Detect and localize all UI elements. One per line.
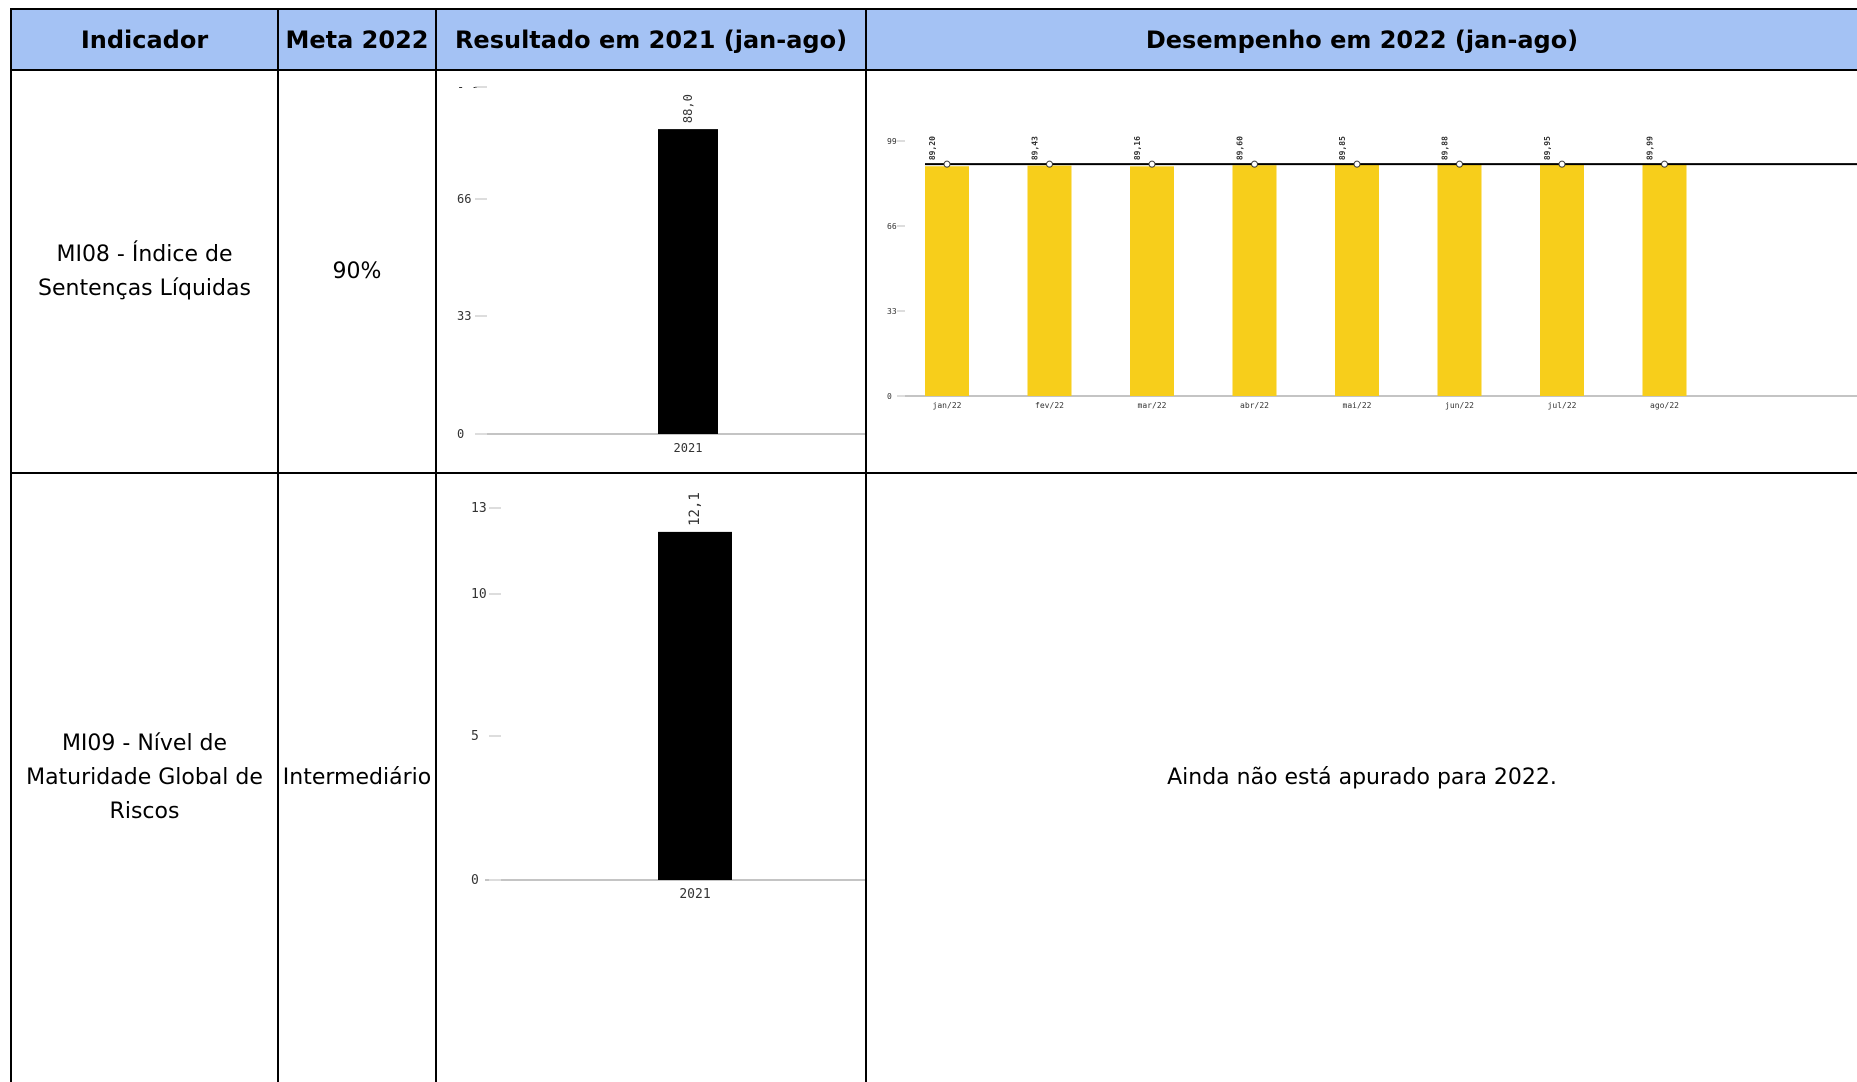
- y-tick-label: - -: [457, 80, 479, 94]
- indicator-line: Riscos: [109, 799, 180, 824]
- y-tick-label: 33: [457, 309, 471, 323]
- header-resultado-2021: Resultado em 2021 (jan-ago): [437, 10, 865, 70]
- row-divider: [10, 472, 1857, 474]
- target-point: [943, 160, 951, 168]
- y-tick-label: 0: [887, 392, 892, 401]
- data-label: 89,43: [1031, 136, 1040, 160]
- y-tick-label: 10: [471, 587, 487, 602]
- y-tick-label: 5: [471, 729, 479, 744]
- indicator-line: Maturidade Global de: [26, 765, 263, 790]
- meta-mi09: Intermediário: [282, 765, 432, 790]
- chart-mi08-2021: 0 33 66 - - 88,0 2021: [457, 80, 865, 455]
- y-tick-label: 99: [887, 137, 897, 146]
- x-tick-label: mai/22: [1343, 401, 1372, 410]
- x-tick-label: mar/22: [1138, 401, 1167, 410]
- bar: [925, 166, 969, 396]
- header-indicador: Indicador: [12, 10, 277, 70]
- data-label: 89,85: [1338, 136, 1347, 160]
- header-desempenho-2022: Desempenho em 2022 (jan-ago): [867, 10, 1857, 70]
- table-left-border: [10, 8, 12, 1082]
- data-label: 89,95: [1543, 136, 1552, 160]
- x-tick-label: jun/22: [1445, 401, 1474, 410]
- chart-mi08-2022: 0 33 66 99 jan/22 fev/22 mar/22 abr/22 mai/22 jun…: [887, 136, 1857, 410]
- indicator-line: MI09 - Nível de: [61, 731, 228, 756]
- bar: [1437, 164, 1482, 396]
- bar: [658, 129, 718, 434]
- data-label: 88,0: [681, 94, 695, 123]
- target-point: [1046, 160, 1053, 168]
- y-tick-label: 0: [457, 427, 464, 441]
- x-tick-label: fev/22: [1035, 401, 1064, 410]
- x-tick-label: jan/22: [933, 401, 962, 410]
- x-tick-label: 2021: [674, 441, 703, 455]
- target-point: [1456, 160, 1463, 168]
- data-label: 89,16: [1133, 136, 1142, 160]
- bar: [1335, 164, 1379, 396]
- target-point: [1353, 160, 1361, 168]
- target-point: [1558, 160, 1566, 168]
- column-divider: [435, 8, 437, 1082]
- y-tick-label: 66: [457, 192, 471, 206]
- bar: [658, 531, 732, 880]
- data-label: 12,1: [687, 492, 703, 526]
- x-tick-label: abr/22: [1240, 401, 1269, 410]
- target-point: [1148, 160, 1156, 168]
- data-label: 89,20: [928, 136, 937, 160]
- bar: [1130, 166, 1174, 396]
- bar: [1232, 165, 1277, 396]
- x-tick-label: ago/22: [1650, 401, 1679, 410]
- indicator-mi09: MI09 - Nível de Maturidade Global de Ris…: [12, 474, 277, 1082]
- chart-mi09-2021: 0 5 10 13 12,1 2021: [471, 492, 865, 902]
- data-label: 89,60: [1236, 136, 1245, 160]
- column-divider: [865, 8, 867, 1082]
- desempenho-note-mi09: Ainda não está apurado para 2022.: [1167, 765, 1557, 790]
- meta-mi08: 90%: [332, 258, 382, 284]
- bar: [1540, 164, 1584, 396]
- x-tick-label: 2021: [679, 887, 710, 902]
- data-label: 89,99: [1646, 136, 1655, 160]
- y-tick-label: 33: [887, 307, 897, 316]
- header-bottom-border: [10, 69, 1857, 71]
- header-meta-2022: Meta 2022: [279, 10, 435, 70]
- table-top-border: [10, 8, 1857, 10]
- y-tick-label: 66: [887, 222, 897, 231]
- indicator-line: MI08 - Índice de: [56, 241, 233, 267]
- target-point: [1661, 160, 1668, 168]
- target-point: [1251, 160, 1258, 168]
- bar: [1642, 164, 1687, 396]
- column-divider: [277, 8, 279, 1082]
- data-label: 89,88: [1441, 136, 1450, 160]
- bar: [1027, 165, 1072, 396]
- indicator-mi08: MI08 - Índice de Sentenças Líquidas: [12, 71, 277, 472]
- y-tick-label: 13: [471, 501, 487, 516]
- x-tick-label: jul/22: [1548, 401, 1577, 410]
- indicator-line: Sentenças Líquidas: [38, 275, 251, 301]
- y-tick-label: 0: [471, 873, 479, 888]
